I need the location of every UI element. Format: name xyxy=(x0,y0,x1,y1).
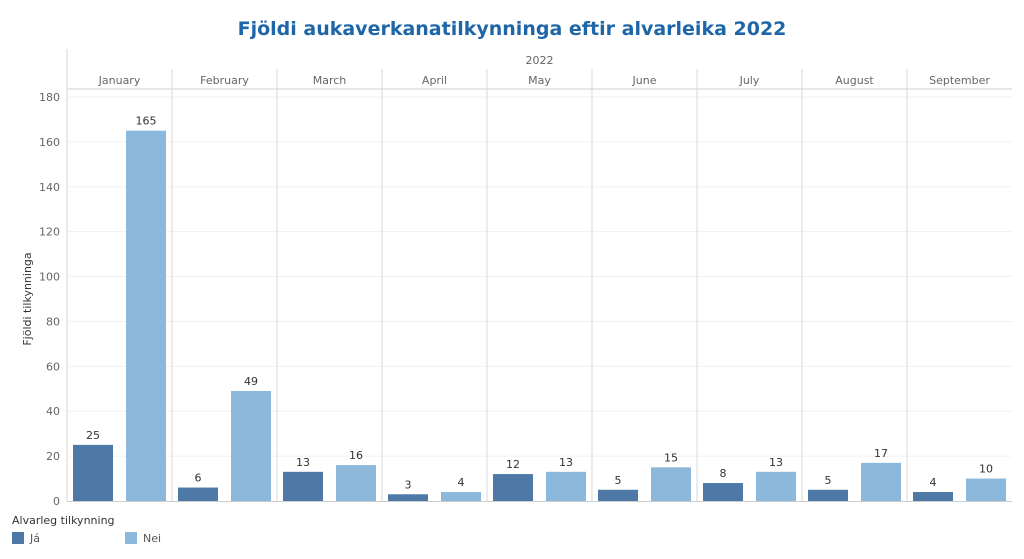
chart-title: Fjöldi aukaverkanatilkynninga eftir alva… xyxy=(237,18,787,40)
bar-july-nei xyxy=(756,471,796,501)
y-tick-label-60: 60 xyxy=(46,360,60,373)
bar-june-ja xyxy=(598,489,638,501)
legend-item-nei[interactable]: Nei xyxy=(125,531,161,545)
bar-april-ja xyxy=(388,494,428,501)
data-label-may-ja: 12 xyxy=(506,458,520,471)
data-label-march-ja: 13 xyxy=(296,456,310,469)
month-header-june: June xyxy=(632,74,657,87)
legend-item-ja[interactable]: Já xyxy=(12,531,40,545)
data-label-january-ja: 25 xyxy=(86,429,100,442)
y-tick-label-40: 40 xyxy=(46,405,60,418)
bar-january-ja xyxy=(73,444,113,501)
bar-april-nei xyxy=(441,492,481,501)
legend-swatch-ja xyxy=(12,532,24,544)
bar-march-ja xyxy=(283,471,323,501)
bar-july-ja xyxy=(703,483,743,501)
data-label-september-nei: 10 xyxy=(979,463,993,476)
data-label-may-nei: 13 xyxy=(559,456,573,469)
month-header-may: May xyxy=(528,74,551,87)
month-header-february: February xyxy=(200,74,249,87)
month-header-september: September xyxy=(929,74,990,87)
bar-august-ja xyxy=(808,489,848,501)
data-label-march-nei: 16 xyxy=(349,449,363,462)
data-label-august-nei: 17 xyxy=(874,447,888,460)
y-tick-label-180: 180 xyxy=(39,91,60,104)
month-header-march: March xyxy=(313,74,347,87)
data-label-july-ja: 8 xyxy=(720,467,727,480)
data-label-february-ja: 6 xyxy=(195,472,202,485)
data-label-june-nei: 15 xyxy=(664,451,678,464)
bar-february-nei xyxy=(231,391,271,501)
bar-august-nei xyxy=(861,462,901,501)
month-header-july: July xyxy=(739,74,760,87)
data-label-july-nei: 13 xyxy=(769,456,783,469)
bar-september-nei xyxy=(966,478,1006,501)
month-header-august: August xyxy=(835,74,874,87)
data-label-june-ja: 5 xyxy=(615,474,622,487)
y-tick-label-160: 160 xyxy=(39,136,60,149)
data-label-september-ja: 4 xyxy=(930,476,937,489)
data-label-august-ja: 5 xyxy=(825,474,832,487)
month-header-april: April xyxy=(422,74,447,87)
legend-title: Alvarleg tilkynning xyxy=(12,514,115,527)
bar-september-ja xyxy=(913,492,953,501)
legend-swatch-nei xyxy=(125,532,137,544)
data-label-january-nei: 165 xyxy=(136,115,157,128)
y-tick-label-120: 120 xyxy=(39,226,60,239)
y-tick-label-140: 140 xyxy=(39,181,60,194)
legend-label-ja: Já xyxy=(30,531,40,545)
bar-may-ja xyxy=(493,474,533,501)
bar-may-nei xyxy=(546,471,586,501)
y-tick-label-80: 80 xyxy=(46,315,60,328)
y-tick-label-100: 100 xyxy=(39,271,60,284)
bar-february-ja xyxy=(178,487,218,501)
bar-january-nei xyxy=(126,130,166,501)
data-label-april-ja: 3 xyxy=(405,478,412,491)
year-header-label: 2022 xyxy=(526,54,554,67)
bar-june-nei xyxy=(651,467,691,501)
y-tick-label-20: 20 xyxy=(46,450,60,463)
data-label-february-nei: 49 xyxy=(244,375,258,388)
y-axis-label: Fjöldi tilkynninga xyxy=(21,252,34,345)
y-tick-label-0: 0 xyxy=(53,495,60,508)
bar-chart: 2022 0 20 40 60 80 100 120 140 160 180 Fjöldi tilky… xyxy=(21,49,1012,508)
bar-march-nei xyxy=(336,465,376,501)
data-label-april-nei: 4 xyxy=(458,476,465,489)
legend-label-nei: Nei xyxy=(143,531,162,545)
month-header-january: January xyxy=(98,74,141,87)
